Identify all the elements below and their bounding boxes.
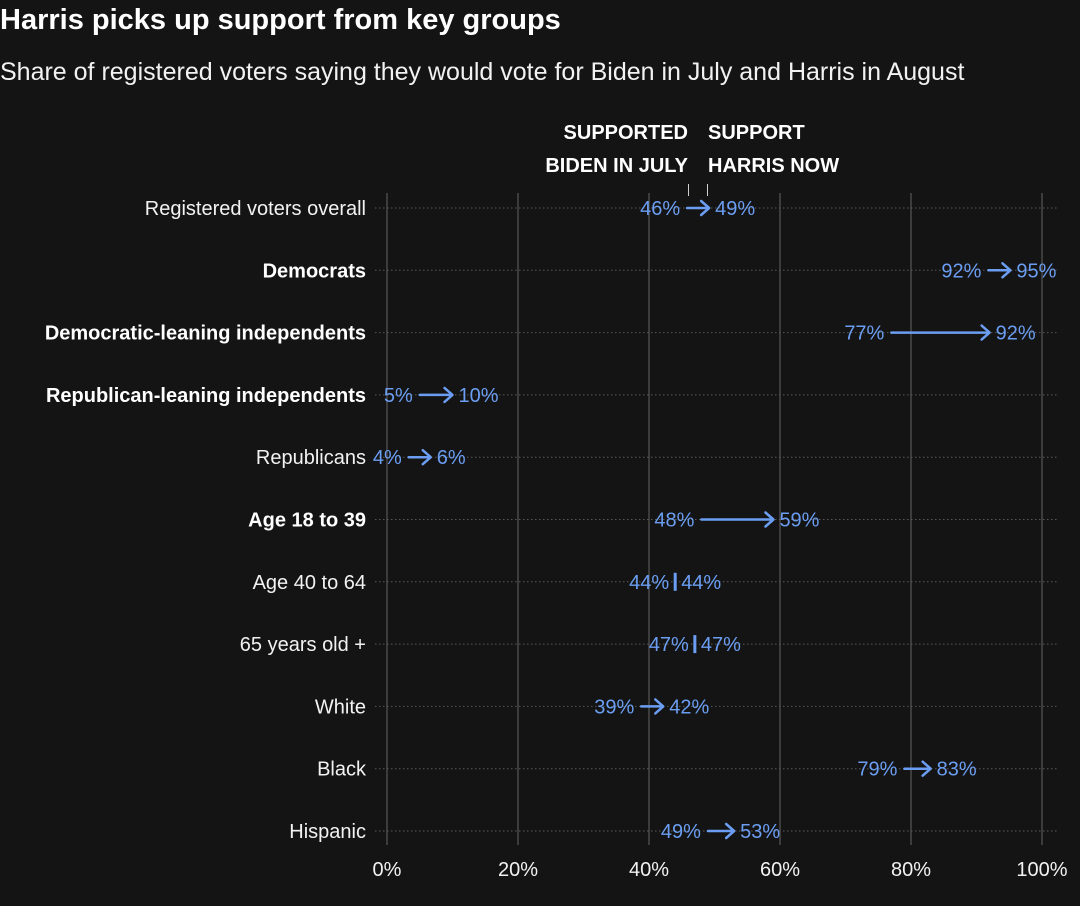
header-harris-now-line2: HARRIS NOW	[708, 155, 840, 177]
from-value-label: 49%	[661, 821, 701, 843]
to-value-label: 6%	[437, 447, 466, 469]
row-label: Age 18 to 39	[248, 510, 366, 532]
from-value-label: 79%	[857, 759, 897, 781]
header-harris-tick	[707, 184, 708, 196]
chart-subtitle: Share of registered voters saying they w…	[0, 58, 965, 86]
change-arrow-head	[764, 511, 775, 528]
from-value-label: 44%	[629, 572, 669, 594]
header-biden-july: SUPPORTED BIDEN IN JULY	[545, 117, 688, 183]
to-value-label: 59%	[779, 510, 819, 532]
header-biden-tick	[688, 184, 689, 196]
change-arrow-head	[443, 386, 454, 404]
change-arrow-head	[724, 822, 736, 840]
from-value-label: 4%	[373, 447, 402, 469]
change-arrow-head	[980, 324, 991, 341]
row-label: Age 40 to 64	[253, 572, 366, 594]
header-biden-july-line2: BIDEN IN JULY	[545, 155, 688, 177]
from-value-label: 47%	[649, 634, 689, 656]
to-value-label: 53%	[740, 821, 780, 843]
to-value-label: 10%	[459, 385, 499, 407]
chart-title: Harris picks up support from key groups	[0, 4, 561, 36]
from-value-label: 92%	[941, 260, 981, 282]
from-value-label: 46%	[640, 198, 680, 220]
row-label: Republicans	[256, 447, 366, 469]
change-arrow-head	[921, 760, 932, 777]
x-tick-label-100: 100%	[1016, 859, 1067, 881]
from-value-label: 5%	[384, 385, 413, 407]
row-label: Republican-leaning independents	[46, 385, 366, 407]
row-label: Democratic-leaning independents	[45, 323, 366, 345]
from-value-label: 48%	[654, 510, 694, 532]
header-harris-now-line1: SUPPORT	[708, 122, 805, 144]
row-label: White	[315, 696, 366, 718]
header-biden-july-line1: SUPPORTED	[563, 122, 688, 144]
to-value-label: 42%	[669, 696, 709, 718]
x-tick-label-80: 80%	[891, 859, 931, 881]
x-tick-label-0: 0%	[373, 859, 402, 881]
x-tick-label-60: 60%	[760, 859, 800, 881]
row-label: 65 years old +	[240, 634, 366, 656]
change-arrow-head	[654, 698, 665, 715]
change-arrow-head	[421, 448, 432, 466]
to-value-label: 44%	[681, 572, 721, 594]
row-label: Democrats	[263, 260, 366, 282]
from-value-label: 39%	[594, 696, 634, 718]
x-tick-label-40: 40%	[629, 859, 669, 881]
to-value-label: 83%	[937, 759, 977, 781]
header-harris-now: SUPPORT HARRIS NOW	[708, 117, 839, 183]
to-value-label: 47%	[701, 634, 741, 656]
change-arrow-head	[1001, 262, 1012, 279]
to-value-label: 95%	[1016, 260, 1056, 282]
from-value-label: 77%	[844, 323, 884, 345]
row-label: Registered voters overall	[145, 198, 366, 220]
to-value-label: 92%	[996, 323, 1036, 345]
to-value-label: 49%	[715, 198, 755, 220]
row-label: Hispanic	[289, 821, 366, 843]
row-label: Black	[317, 759, 367, 781]
x-tick-label-20: 20%	[498, 859, 538, 881]
change-arrow-head	[699, 199, 711, 217]
